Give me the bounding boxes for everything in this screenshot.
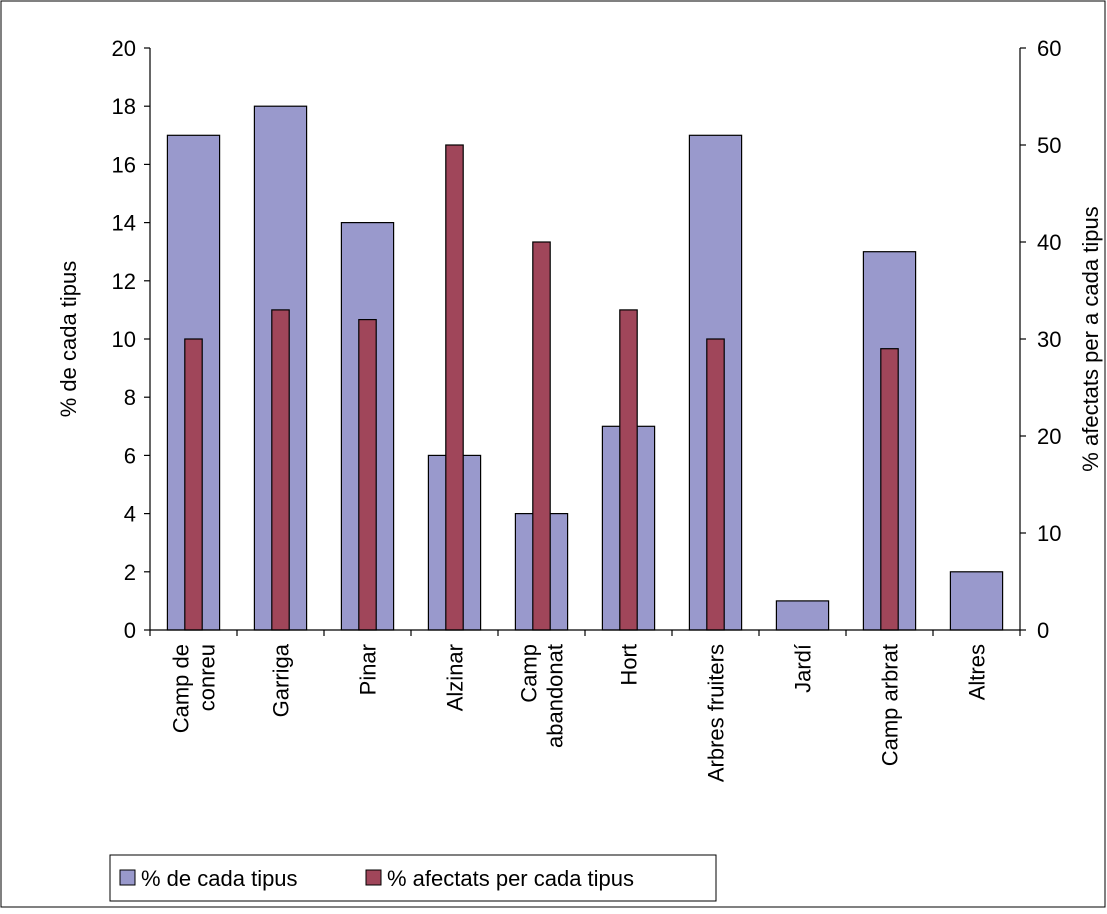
bar-series-2 [619,309,638,631]
y-tick-label: 10 [112,327,136,352]
y-tick-label: 2 [124,560,136,585]
x-tick-label: Hort [617,644,642,686]
y2-tick-label: 60 [1037,36,1061,61]
x-tick-label: Garriga [269,643,294,717]
y-tick-label: 0 [124,618,136,643]
legend-label-series-1: % de cada tipus [141,866,298,891]
x-tick-label: Alzinar [443,644,468,711]
bar-series-2 [445,144,464,631]
y2-tick-label: 30 [1037,327,1061,352]
y-tick-label: 4 [124,502,136,527]
x-tick-label: Campabandonat [517,644,568,748]
x-tick-label: Pinar [356,644,381,695]
y-tick-label: 14 [112,211,136,236]
y2-tick-label: 10 [1037,521,1061,546]
x-tick-label: Camp arbrat [878,644,903,766]
series-2-bars [184,144,899,631]
bar-series-2 [532,241,551,631]
y2-tick-label: 40 [1037,230,1061,255]
y2-tick-label: 50 [1037,133,1061,158]
y2-tick-label: 20 [1037,424,1061,449]
y2-axis-title: % afectats per a cada tipus [1078,206,1103,471]
y2-tick-label: 0 [1037,618,1049,643]
legend-box [109,854,717,902]
axes: 0 2 4 6 8 10 12 14 16 18 20 0 10 20 30 40 50 60 [112,36,1062,643]
bar-series-2 [358,319,377,631]
bar-series-1 [775,600,830,631]
y-axis-title: % de cada tipus [56,261,81,418]
y-tick-label: 18 [112,94,136,119]
bar-series-1 [949,571,1004,631]
x-tick-label: Camp deconreu [169,644,220,733]
x-tick-label: Altres [965,644,990,700]
y-tick-label: 12 [112,269,136,294]
bar-series-2 [271,309,290,631]
y-tick-label: 16 [112,152,136,177]
legend-label-series-2: % afectats per cada tipus [387,866,634,891]
y-tick-label: 8 [124,385,136,410]
bar-series-2 [706,338,725,631]
y-tick-label: 6 [124,443,136,468]
legend: % de cada tipus % afectats per cada tipu… [109,854,717,902]
x-tick-label: Arbres fruiters [704,644,729,782]
legend-swatch-series-1 [119,869,136,886]
legend-swatch-series-2 [365,869,382,886]
bar-series-2 [880,348,899,631]
bar-series-2 [184,338,203,631]
y-tick-label: 20 [112,36,136,61]
x-axis-labels: Camp deconreu Garriga Pinar Alzinar Campaban… [169,643,990,782]
x-tick-label: Jardí [791,644,816,693]
